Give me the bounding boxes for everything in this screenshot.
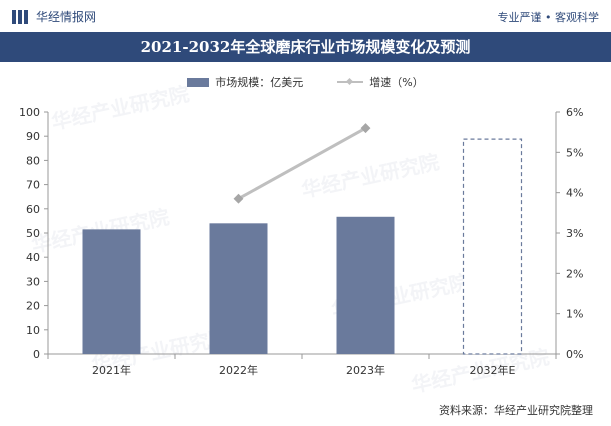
- y2-tick-label: 2%: [566, 267, 583, 280]
- y2-tick-label: 4%: [566, 187, 583, 200]
- legend-item-growth: 增速（%）: [337, 74, 424, 90]
- y-tick-label: 0: [33, 348, 40, 361]
- bar: [82, 229, 141, 354]
- y-tick-label: 30: [26, 275, 40, 288]
- y-tick-label: 100: [19, 106, 40, 119]
- legend-label-market-size: 市场规模：亿美元: [215, 76, 304, 89]
- legend-item-market-size: 市场规模：亿美元: [187, 74, 303, 90]
- bar: [336, 216, 395, 354]
- brand-slogan: 专业严谨 • 客观科学: [497, 11, 599, 24]
- top-bar: 华经情报网 专业严谨 • 客观科学: [0, 0, 611, 32]
- growth-line: [237, 126, 367, 201]
- bar: [209, 223, 268, 354]
- x-tick-label: 2022年: [219, 363, 258, 377]
- y2-tick-label: 5%: [566, 146, 583, 159]
- y2-tick-label: 1%: [566, 308, 583, 321]
- bar-forecast: [462, 138, 523, 355]
- y-tick-label: 20: [26, 300, 40, 313]
- brand-name: 华经情报网: [36, 10, 97, 24]
- y-tick-label: 80: [26, 154, 40, 167]
- y-tick-label: 10: [26, 324, 40, 337]
- y-tick-label: 70: [26, 179, 40, 192]
- x-tick-label: 2023年: [346, 363, 385, 377]
- legend-label-growth: 增速（%）: [369, 76, 424, 89]
- brand: 华经情报网: [12, 8, 96, 25]
- x-tick-label: 2032年E: [470, 363, 516, 377]
- legend-bar-swatch: [187, 77, 210, 87]
- growth-point: [233, 193, 244, 204]
- y2-tick-label: 0%: [566, 348, 583, 361]
- chart-legend: 市场规模：亿美元 增速（%）: [0, 74, 611, 90]
- legend-line-swatch: [337, 77, 364, 87]
- y-tick-label: 50: [26, 227, 40, 240]
- chart-title: 2021-2032年全球磨床行业市场规模变化及预测: [0, 32, 611, 62]
- source-note: 资料来源：华经产业研究院整理: [439, 404, 593, 417]
- y-tick-label: 90: [26, 130, 40, 143]
- logo-icon: [12, 9, 30, 24]
- y-tick-label: 40: [26, 251, 40, 264]
- y2-tick-label: 6%: [566, 106, 583, 119]
- y2-tick-label: 3%: [566, 227, 583, 240]
- x-tick-label: 2021年: [92, 363, 131, 377]
- y-tick-label: 60: [26, 203, 40, 216]
- chart-canvas: 0 10 20 30 40 50 60 70 80 90 100 0% 1% 2% 3% 4% 5% 6% 2021…: [19, 106, 583, 377]
